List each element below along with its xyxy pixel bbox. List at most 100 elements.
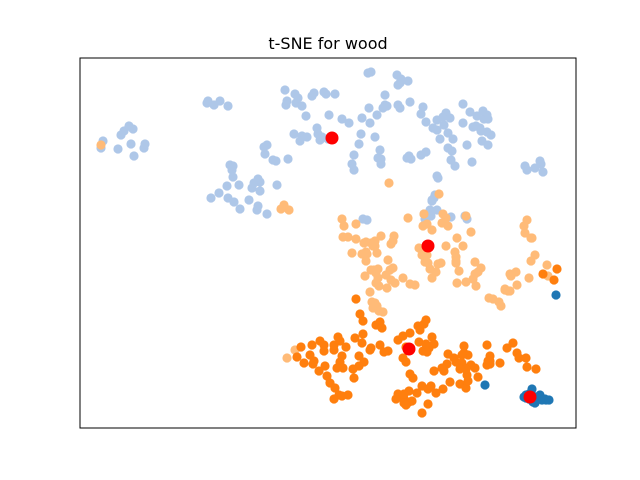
scatter-point	[535, 156, 545, 166]
scatter-point	[322, 371, 332, 381]
scatter-point	[347, 159, 357, 169]
scatter-point	[401, 400, 411, 410]
scatter-point	[393, 100, 403, 110]
scatter-point	[253, 174, 263, 184]
scatter-point	[378, 103, 388, 113]
scatter-point	[447, 146, 457, 156]
scatter-point	[458, 99, 468, 109]
scatter-point	[128, 124, 138, 134]
scatter-point	[357, 338, 367, 348]
scatter-point	[129, 151, 139, 161]
scatter-point	[372, 248, 382, 258]
scatter-point	[483, 140, 493, 150]
scatter-point	[338, 363, 348, 373]
scatter-point	[289, 129, 299, 139]
scatter-point	[357, 113, 367, 123]
scatter-point	[370, 132, 380, 142]
scatter-point	[427, 225, 437, 235]
scatter-point	[414, 243, 424, 253]
scatter-point	[470, 257, 480, 267]
scatter-point	[418, 102, 428, 112]
scatter-point	[399, 389, 409, 399]
scatter-point	[228, 161, 238, 171]
scatter-point	[388, 263, 398, 273]
scatter-point	[451, 258, 461, 268]
scatter-point	[495, 358, 505, 368]
scatter-point	[421, 147, 431, 157]
scatter-point	[417, 250, 427, 260]
scatter-point	[459, 341, 469, 351]
scatter-point	[375, 340, 385, 350]
scatter-point	[432, 125, 442, 135]
scatter-point	[206, 193, 216, 203]
scatter-point	[419, 209, 429, 219]
scatter-point	[299, 358, 309, 368]
scatter-point	[358, 329, 368, 339]
scatter-point	[297, 101, 307, 111]
scatter-point	[551, 290, 561, 300]
scatter-point	[403, 76, 413, 86]
scatter-point	[439, 120, 449, 130]
scatter-point	[113, 144, 123, 154]
scatter-point	[348, 364, 358, 374]
scatter-point	[461, 383, 471, 393]
scatter-point	[351, 234, 361, 244]
scatter-point	[375, 145, 385, 155]
centroid-point	[402, 342, 416, 356]
scatter-point	[365, 287, 375, 297]
scatter-point	[307, 340, 317, 350]
scatter-point	[471, 281, 481, 291]
scatter-point	[454, 266, 464, 276]
scatter-point	[292, 352, 302, 362]
scatter-point	[403, 213, 413, 223]
scatter-point	[408, 373, 418, 383]
scatter-point	[366, 343, 376, 353]
scatter-point	[308, 359, 318, 369]
scatter-point	[383, 255, 393, 265]
centroid-point	[325, 131, 339, 145]
chart-title: t-SNE for wood	[268, 34, 387, 53]
scatter-point	[386, 239, 396, 249]
scatter-point	[351, 294, 361, 304]
scatter-point	[271, 156, 281, 166]
scatter-point	[448, 134, 458, 144]
scatter-point	[522, 215, 532, 225]
scatter-point	[461, 211, 471, 221]
scatter-point	[370, 236, 380, 246]
scatter-point	[527, 233, 537, 243]
scatter-point	[422, 347, 432, 357]
scatter-point	[366, 265, 376, 275]
scatter-point	[431, 388, 441, 398]
scatter-point	[391, 394, 401, 404]
scatter-point	[321, 89, 331, 99]
scatter-point	[255, 186, 265, 196]
scatter-point	[343, 232, 353, 242]
scatter-point	[380, 90, 390, 100]
scatter-point	[426, 381, 436, 391]
scatter-point	[398, 331, 408, 341]
scatter-point	[126, 139, 136, 149]
scatter-point	[295, 136, 305, 146]
scatter-point	[538, 167, 548, 177]
scatter-point	[371, 278, 381, 288]
scatter-point	[262, 140, 272, 150]
scatter-point	[333, 332, 343, 342]
scatter-point	[279, 200, 289, 210]
scatter-point	[307, 91, 317, 101]
scatter-point	[405, 97, 415, 107]
scatter-point	[406, 154, 416, 164]
scatter-point	[379, 347, 389, 357]
scatter-point	[280, 85, 290, 95]
scatter-point	[382, 283, 392, 293]
scatter-point	[452, 278, 462, 288]
scatter-point	[416, 109, 426, 119]
scatter-point	[445, 113, 455, 123]
scatter-point	[283, 154, 293, 164]
scatter-point	[350, 333, 360, 343]
cluster-series-1	[96, 67, 548, 225]
scatter-point	[337, 214, 347, 224]
scatter-point	[349, 373, 359, 383]
scatter-point	[478, 106, 488, 116]
scatter-point	[96, 140, 106, 150]
